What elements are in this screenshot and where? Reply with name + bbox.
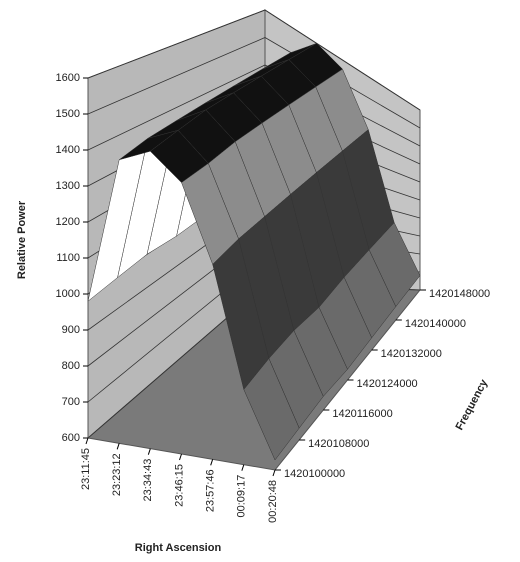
z-tick-label: 1000 <box>56 288 80 300</box>
z-axis-title: Relative Power <box>16 200 28 279</box>
y-tick-label: 1420108000 <box>308 438 369 450</box>
x-tick <box>85 437 89 445</box>
y-tick-label: 1420100000 <box>284 468 345 480</box>
x-tick <box>272 469 276 477</box>
z-tick-label: 1300 <box>56 180 80 192</box>
z-tick-label: 1500 <box>56 108 80 120</box>
y-tick-label: 1420140000 <box>405 318 466 330</box>
x-tick <box>116 443 120 450</box>
z-tick-label: 1200 <box>56 216 80 228</box>
x-tick-label: 23:34:43 <box>142 459 154 502</box>
x-tick <box>241 464 245 471</box>
x-tick-label: 00:09:17 <box>236 475 248 518</box>
grid-line <box>87 37 421 129</box>
z-tick-label: 1400 <box>56 144 80 156</box>
z-tick-label: 800 <box>62 360 80 372</box>
surface-cell <box>243 358 300 461</box>
z-tick-label: 1600 <box>56 72 80 84</box>
x-tick-label: 23:46:15 <box>173 464 185 507</box>
x-axis-title: Right Ascension <box>135 542 222 554</box>
y-axis-title: Frequency <box>454 377 491 433</box>
y-tick-label: 1420132000 <box>381 348 442 360</box>
x-tick-label: 23:23:12 <box>111 453 123 496</box>
z-tick-label: 600 <box>62 432 80 444</box>
y-tick-label: 1420124000 <box>357 378 418 390</box>
z-tick-label: 900 <box>62 324 80 336</box>
x-tick <box>147 448 151 455</box>
grid-line <box>87 9 421 111</box>
x-tick-label: 23:57:46 <box>205 469 217 512</box>
y-tick-label: 1420116000 <box>332 408 392 420</box>
x-tick-label: 23:11:45 <box>80 448 92 490</box>
x-tick <box>179 453 182 461</box>
y-tick-label: 1420148000 <box>429 288 490 300</box>
grid-line <box>87 64 421 151</box>
x-tick <box>210 459 214 466</box>
z-tick-label: 700 <box>62 396 80 408</box>
x-tick-label: 00:20:48 <box>267 480 279 523</box>
z-tick-label: 1100 <box>56 252 80 264</box>
